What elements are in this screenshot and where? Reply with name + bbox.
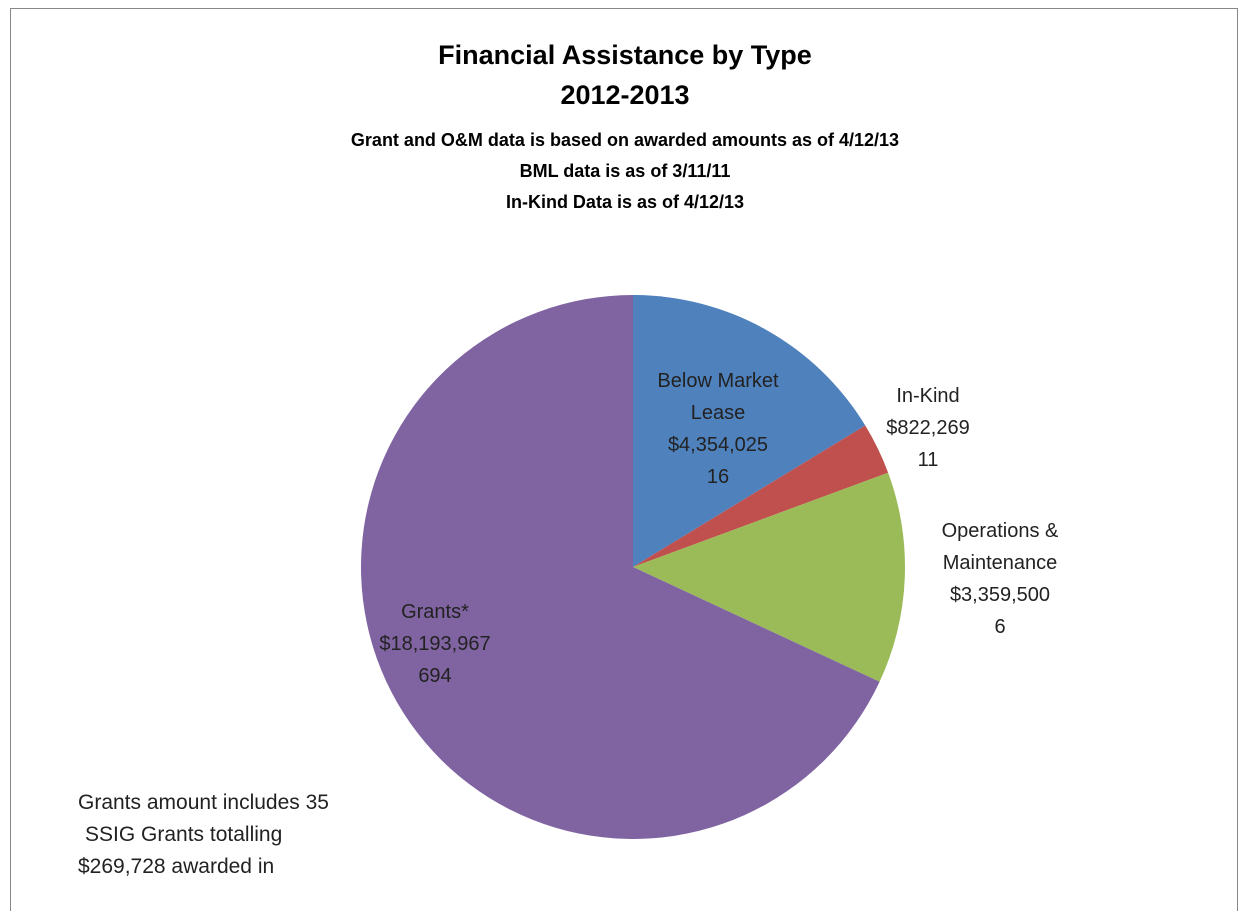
slice-count: 16 — [706, 466, 730, 488]
slice-category: Grants* — [401, 601, 469, 623]
slice-label: Operations & Maintenance $3,359,500 6 — [905, 515, 1095, 643]
slice-label: Below Market Lease $4,354,025 16 — [633, 365, 803, 493]
annotation-line: $269,728 awarded in — [78, 855, 275, 878]
pie-slice — [633, 472, 905, 682]
pie-slice — [633, 295, 866, 567]
chart-subtitle: 2012-2013 — [560, 80, 690, 110]
slice-count: 6 — [994, 616, 1006, 638]
slice-category: Below Market Lease — [657, 370, 779, 424]
slice-value-label: $4,354,025 — [667, 434, 769, 456]
slice-count: 11 — [917, 449, 939, 471]
slice-category: In-Kind — [896, 385, 960, 407]
slice-count: 694 — [418, 665, 452, 687]
pie-slice — [361, 294, 880, 839]
chart-frame — [10, 8, 1238, 911]
pie-slice — [633, 425, 889, 567]
slice-value-label: $822,269 — [886, 417, 970, 439]
annotation-line: SSIG Grants totalling — [85, 823, 283, 846]
chart-note: BML data is as of 3/11/11 — [519, 161, 731, 181]
chart-note: In-Kind Data is as of 4/12/13 — [505, 192, 745, 212]
slice-label: In-Kind $822,269 11 — [868, 380, 988, 476]
slice-value-label: $18,193,967 — [379, 633, 491, 655]
chart-note: Grant and O&M data is based on awarded a… — [350, 130, 900, 150]
slice-value-label: $3,359,500 — [949, 584, 1051, 606]
slice-category: Operations & Maintenance — [941, 520, 1059, 574]
annotation-line: Grants amount includes 35 — [78, 791, 329, 814]
slice-label: Grants* $18,193,967 694 — [370, 596, 500, 692]
chart-title: Financial Assistance by Type — [438, 40, 812, 70]
